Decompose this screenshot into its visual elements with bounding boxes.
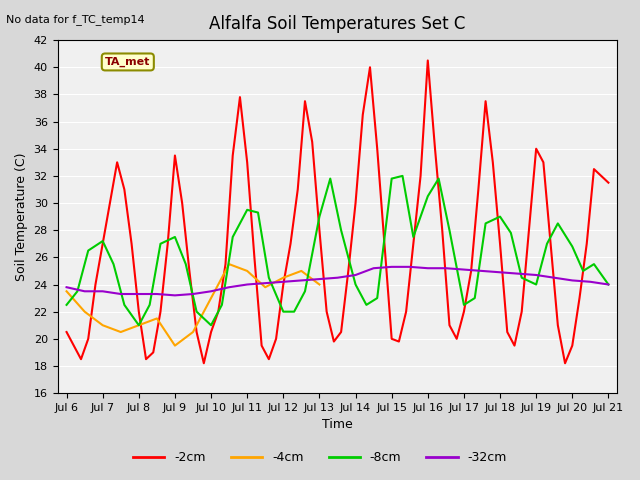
X-axis label: Time: Time xyxy=(322,419,353,432)
Title: Alfalfa Soil Temperatures Set C: Alfalfa Soil Temperatures Set C xyxy=(209,15,466,33)
Y-axis label: Soil Temperature (C): Soil Temperature (C) xyxy=(15,152,28,281)
Legend: -2cm, -4cm, -8cm, -32cm: -2cm, -4cm, -8cm, -32cm xyxy=(128,446,512,469)
Text: TA_met: TA_met xyxy=(105,57,150,67)
Text: No data for f_TC_temp14: No data for f_TC_temp14 xyxy=(6,14,145,25)
